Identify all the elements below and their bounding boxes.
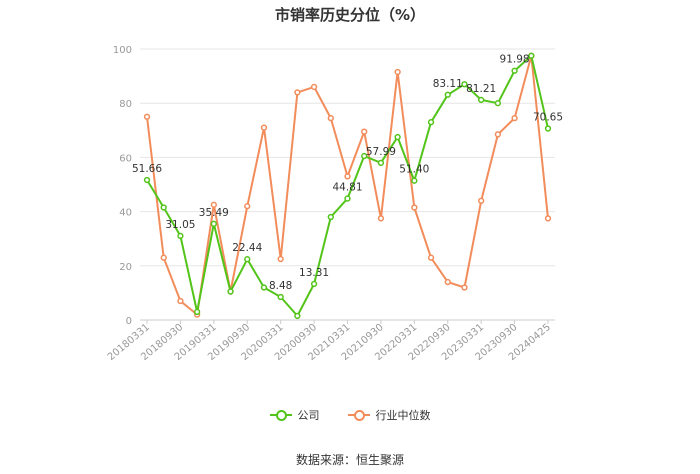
data-point	[177, 297, 184, 305]
data-point	[511, 114, 518, 122]
data-point	[427, 119, 435, 126]
data-point	[478, 96, 485, 104]
data-point	[394, 68, 401, 76]
data-point	[160, 254, 167, 261]
data-label: 31.05	[165, 219, 195, 231]
data-point	[277, 293, 284, 301]
y-tick-label: 40	[119, 208, 132, 219]
data-point	[461, 81, 468, 88]
data-point	[294, 89, 301, 96]
y-tick-label: 20	[119, 262, 132, 273]
data-point	[244, 256, 251, 263]
data-label: 91.98	[500, 54, 530, 66]
data-labels: 51.66 31.05 35.49 22.44 8.48 13.31 44.81 57.995…	[132, 54, 563, 292]
data-point	[143, 113, 151, 120]
data-label: 57.99	[366, 146, 396, 158]
data-label: 35.49	[199, 207, 229, 219]
data-point	[427, 254, 435, 261]
data-point	[361, 128, 368, 135]
data-point	[494, 100, 502, 107]
y-tick-label: 60	[119, 153, 132, 164]
data-point	[494, 131, 502, 138]
data-point	[210, 220, 217, 227]
data-point	[260, 124, 268, 131]
data-point	[444, 91, 451, 98]
data-point	[260, 284, 268, 291]
data-point	[394, 133, 401, 141]
data-point	[227, 288, 234, 295]
data-label: 8.48	[269, 280, 292, 292]
data-label: 83.11	[433, 78, 463, 90]
data-point	[294, 312, 301, 320]
data-point	[344, 195, 351, 202]
data-point	[310, 280, 318, 288]
data-point	[411, 204, 418, 211]
data-label: 13.31	[299, 267, 329, 279]
data-point	[544, 215, 552, 222]
data-label: 81.21	[466, 83, 496, 95]
data-point	[361, 152, 368, 160]
legend: 公司 行业中位数	[0, 407, 700, 423]
data-point	[327, 114, 334, 122]
legend-label-industry-median: 行业中位数	[375, 409, 431, 422]
y-tick-label: 80	[119, 99, 132, 110]
data-point	[511, 67, 518, 74]
legend-swatch-industry-median	[347, 409, 370, 421]
data-label: 51.66	[132, 163, 162, 175]
y-tick-label: 0	[126, 316, 132, 327]
y-tick-label: 100	[113, 45, 132, 56]
data-point	[377, 159, 385, 166]
data-point	[210, 201, 217, 208]
legend-item-company[interactable]: 公司	[269, 407, 320, 423]
data-label: 44.81	[332, 182, 362, 194]
data-point	[444, 278, 451, 286]
data-point	[244, 203, 251, 210]
data-point	[143, 176, 151, 184]
data-point	[461, 284, 468, 291]
data-point	[478, 197, 485, 204]
data-point	[411, 177, 418, 184]
data-point	[528, 52, 535, 59]
data-point	[160, 204, 167, 211]
chart-title: 市销率历史分位（%）	[274, 6, 426, 24]
legend-label-company: 公司	[297, 409, 320, 422]
data-label: 22.44	[232, 242, 262, 254]
data-point	[277, 255, 284, 263]
source-note: 数据来源：恒生聚源	[295, 453, 404, 467]
data-point	[327, 213, 334, 221]
data-point	[310, 83, 318, 91]
data-point	[193, 308, 201, 316]
data-point	[377, 215, 385, 222]
data-point	[177, 232, 184, 240]
legend-item-industry-median[interactable]: 行业中位数	[347, 407, 431, 423]
legend-swatch-company	[269, 409, 292, 421]
data-point	[544, 125, 552, 132]
data-label: 70.65	[533, 112, 563, 124]
series-points	[143, 52, 552, 320]
data-label: 51.40	[399, 164, 429, 176]
data-point	[344, 173, 351, 180]
